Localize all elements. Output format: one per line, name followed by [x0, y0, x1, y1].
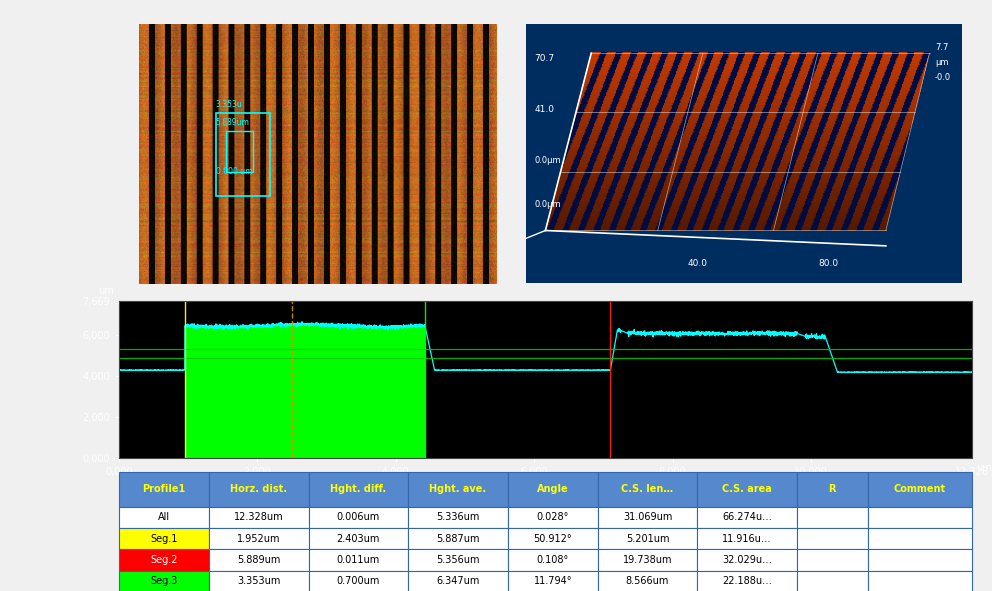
Bar: [797, 528, 868, 550]
Text: Profile1: Profile1: [143, 485, 186, 495]
Bar: [508, 472, 598, 506]
Text: 0.028°: 0.028°: [537, 512, 568, 522]
Text: um: um: [976, 463, 992, 473]
Bar: [209, 550, 309, 571]
Bar: [508, 506, 598, 528]
Bar: [797, 571, 868, 591]
Bar: [868, 528, 972, 550]
Bar: [508, 571, 598, 591]
Text: 2.403um: 2.403um: [336, 534, 380, 544]
Text: 0.700um: 0.700um: [336, 576, 380, 586]
Text: 5.889um: 5.889um: [237, 555, 281, 565]
Text: -0.0: -0.0: [934, 73, 951, 82]
Text: 19.738um: 19.738um: [623, 555, 673, 565]
Text: Horz. dist.: Horz. dist.: [230, 485, 288, 495]
Bar: [119, 528, 209, 550]
Text: 3.353u: 3.353u: [216, 100, 242, 109]
Text: 31.069um: 31.069um: [623, 512, 673, 522]
Bar: [598, 472, 697, 506]
Bar: [797, 550, 868, 571]
Text: 0.011um: 0.011um: [336, 555, 380, 565]
Text: Seg.2: Seg.2: [151, 555, 178, 565]
Bar: [408, 506, 508, 528]
Text: 8.566um: 8.566um: [626, 576, 670, 586]
Text: C.S. area: C.S. area: [722, 485, 772, 495]
Text: 12.328um: 12.328um: [234, 512, 284, 522]
Bar: [697, 571, 797, 591]
Text: 0.000 um: 0.000 um: [216, 167, 252, 176]
Bar: [598, 506, 697, 528]
Text: 32.029u…: 32.029u…: [722, 555, 772, 565]
Text: 3.353um: 3.353um: [237, 576, 281, 586]
Text: 41.0: 41.0: [535, 105, 555, 114]
Text: All: All: [158, 512, 171, 522]
Text: μm: μm: [934, 58, 948, 67]
Bar: [598, 571, 697, 591]
Text: 22.188u…: 22.188u…: [722, 576, 772, 586]
Text: Hght. ave.: Hght. ave.: [430, 485, 486, 495]
Text: 50.912°: 50.912°: [534, 534, 572, 544]
Text: 66.274u…: 66.274u…: [722, 512, 772, 522]
Text: 11.794°: 11.794°: [534, 576, 572, 586]
Bar: [216, 113, 270, 196]
Bar: [598, 550, 697, 571]
Text: 80.0: 80.0: [818, 259, 838, 268]
Text: Comment: Comment: [894, 485, 946, 495]
Text: Angle: Angle: [537, 485, 568, 495]
Text: R: R: [828, 485, 836, 495]
Text: Hght. diff.: Hght. diff.: [330, 485, 387, 495]
Text: 0.108°: 0.108°: [537, 555, 568, 565]
Bar: [868, 550, 972, 571]
Text: 7.7: 7.7: [934, 43, 948, 51]
Text: 5.356um: 5.356um: [436, 555, 480, 565]
Bar: [408, 472, 508, 506]
Text: 0.0μm: 0.0μm: [535, 200, 561, 209]
Text: 40.0: 40.0: [687, 259, 707, 268]
Bar: [119, 472, 209, 506]
Text: 5.887um: 5.887um: [436, 534, 480, 544]
Bar: [119, 571, 209, 591]
Bar: [209, 528, 309, 550]
Bar: [309, 571, 408, 591]
Bar: [209, 506, 309, 528]
Bar: [119, 506, 209, 528]
Bar: [868, 472, 972, 506]
Bar: [868, 571, 972, 591]
Bar: [697, 550, 797, 571]
Bar: [868, 506, 972, 528]
Bar: [209, 571, 309, 591]
Text: 0.006um: 0.006um: [336, 512, 380, 522]
Text: um: um: [97, 285, 113, 296]
Text: Seg.1: Seg.1: [151, 534, 178, 544]
Bar: [226, 131, 254, 172]
Bar: [797, 472, 868, 506]
Bar: [697, 506, 797, 528]
Bar: [697, 528, 797, 550]
Text: 6.347um: 6.347um: [436, 576, 479, 586]
Bar: [797, 506, 868, 528]
Text: 5.336um: 5.336um: [436, 512, 479, 522]
Bar: [309, 472, 408, 506]
Text: 11.916u…: 11.916u…: [722, 534, 772, 544]
Bar: [408, 550, 508, 571]
Bar: [697, 472, 797, 506]
Text: 0.0μm: 0.0μm: [535, 156, 561, 165]
Bar: [408, 528, 508, 550]
Bar: [209, 472, 309, 506]
Text: 5.201um: 5.201um: [626, 534, 670, 544]
Text: 5.889um: 5.889um: [216, 118, 250, 127]
Text: C.S. len…: C.S. len…: [621, 485, 674, 495]
Bar: [309, 550, 408, 571]
Text: 70.7: 70.7: [535, 54, 555, 63]
Bar: [508, 550, 598, 571]
Bar: [508, 528, 598, 550]
Text: 1.952um: 1.952um: [237, 534, 281, 544]
Bar: [309, 528, 408, 550]
Bar: [408, 571, 508, 591]
Text: Seg.3: Seg.3: [151, 576, 178, 586]
Bar: [309, 506, 408, 528]
Bar: [598, 528, 697, 550]
Bar: [119, 550, 209, 571]
